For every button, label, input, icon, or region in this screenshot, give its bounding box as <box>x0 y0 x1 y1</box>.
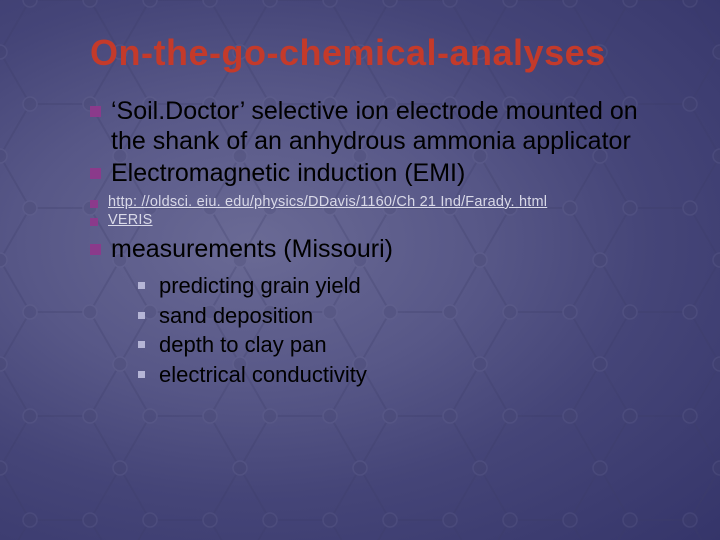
bullet-text: ‘Soil.Doctor’ selective ion electrode mo… <box>111 96 660 156</box>
sub-bullet-text: depth to clay pan <box>159 331 327 359</box>
sub-bullet-item: depth to clay pan <box>138 331 660 359</box>
link-text[interactable]: VERIS <box>108 212 153 228</box>
slide-title: On-the-go-chemical-analyses <box>90 32 660 74</box>
bullet-item: ‘Soil.Doctor’ selective ion electrode mo… <box>90 96 660 156</box>
bullet-text: measurements (Missouri) <box>111 234 393 264</box>
sub-bullet-square-icon <box>138 341 145 348</box>
bullet-link-item: http: //oldsci. eiu. edu/physics/DDavis/… <box>90 194 660 210</box>
sub-bullet-text: electrical conductivity <box>159 361 367 389</box>
sub-bullet-item: electrical conductivity <box>138 361 660 389</box>
bullet-link-item: VERIS <box>90 212 660 228</box>
bullet-square-icon <box>90 218 98 226</box>
bullet-square-icon <box>90 168 101 179</box>
sub-bullet-square-icon <box>138 371 145 378</box>
sub-bullet-square-icon <box>138 312 145 319</box>
sub-bullet-item: predicting grain yield <box>138 272 660 300</box>
bullet-square-icon <box>90 106 101 117</box>
link-text[interactable]: http: //oldsci. eiu. edu/physics/DDavis/… <box>108 194 547 210</box>
bullet-text: Electromagnetic induction (EMI) <box>111 158 465 188</box>
sub-bullet-square-icon <box>138 282 145 289</box>
bullet-square-icon <box>90 244 101 255</box>
sub-bullet-text: predicting grain yield <box>159 272 361 300</box>
bullet-item: measurements (Missouri) <box>90 234 660 264</box>
sub-bullet-text: sand deposition <box>159 302 313 330</box>
slide-content: On-the-go-chemical-analyses ‘Soil.Doctor… <box>0 0 720 410</box>
sub-bullet-item: sand deposition <box>138 302 660 330</box>
bullet-square-icon <box>90 200 98 208</box>
bullet-item: Electromagnetic induction (EMI) <box>90 158 660 188</box>
